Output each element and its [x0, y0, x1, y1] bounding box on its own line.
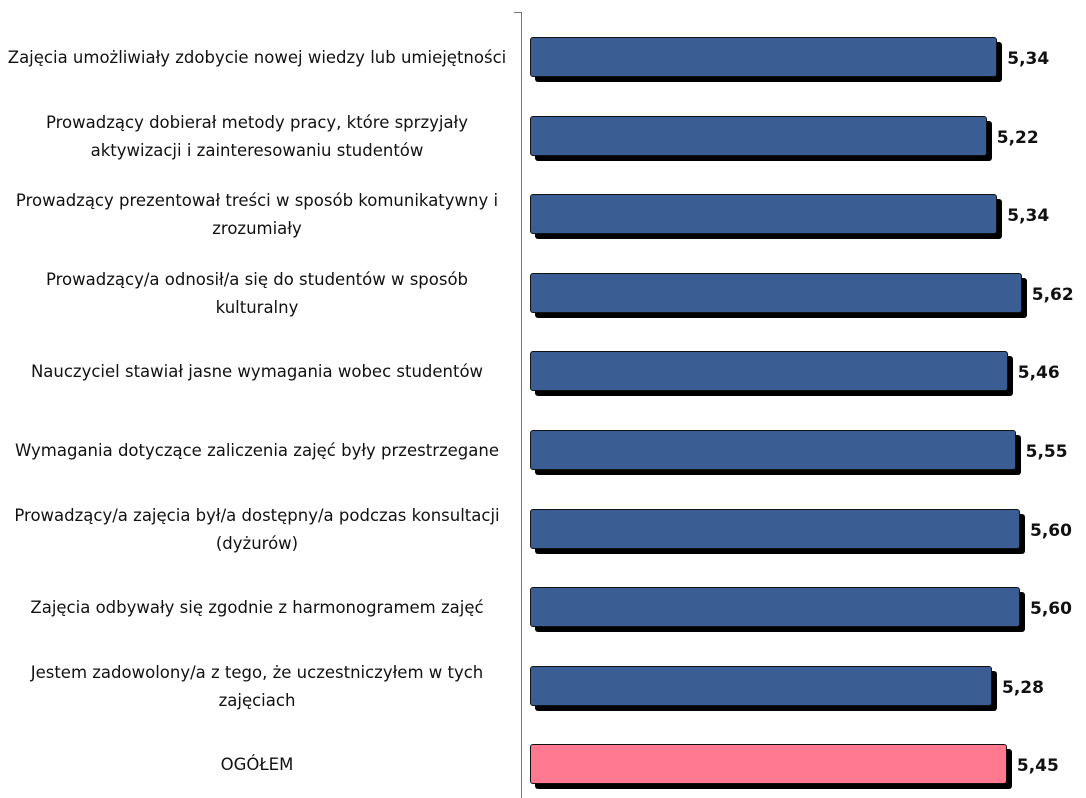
bar [530, 37, 998, 77]
bar [530, 430, 1016, 470]
axis-line [521, 12, 522, 798]
category-label: Prowadzący/a odnosił/a się do studentów … [45, 269, 469, 317]
value-label: 5,60 [1030, 520, 1072, 541]
category-label: Prowadzący/a zajęcia był/a dostępny/a po… [14, 505, 500, 553]
category-label: Prowadzący dobierał metody pracy, które … [45, 112, 469, 160]
bar [530, 272, 1022, 313]
value-label: 5,28 [1002, 677, 1044, 698]
category-label: OGÓŁEM [220, 755, 294, 775]
value-label: 5,34 [1007, 206, 1050, 227]
value-label: 5,62 [1031, 284, 1074, 305]
value-label: 5,34 [1007, 49, 1050, 69]
bar [530, 351, 1008, 392]
bar [530, 587, 1020, 628]
value-label: 5,46 [1017, 363, 1060, 384]
bar [530, 744, 1007, 785]
axis-tick [514, 12, 521, 13]
category-label: Zajęcia odbywały się zgodnie z harmonogr… [30, 598, 484, 618]
category-label: Jestem zadowolony/a z tego, że uczestnic… [30, 662, 484, 710]
category-label: Zajęcia umożliwiały zdobycie nowej wiedz… [7, 48, 507, 67]
bar [530, 194, 998, 235]
bar [530, 115, 987, 156]
category-label: Prowadzący prezentował treści w sposób k… [15, 191, 499, 239]
value-label: 5,60 [1030, 599, 1072, 620]
value-label: 5,45 [1016, 756, 1059, 777]
bar [530, 508, 1020, 549]
category-label: Wymagania dotyczące zaliczenia zajęć był… [15, 441, 499, 460]
value-label: 5,22 [996, 127, 1039, 148]
bar [530, 665, 992, 706]
value-label: 5,55 [1025, 442, 1068, 462]
category-label: Nauczyciel stawiał jasne wymagania wobec… [30, 362, 484, 382]
